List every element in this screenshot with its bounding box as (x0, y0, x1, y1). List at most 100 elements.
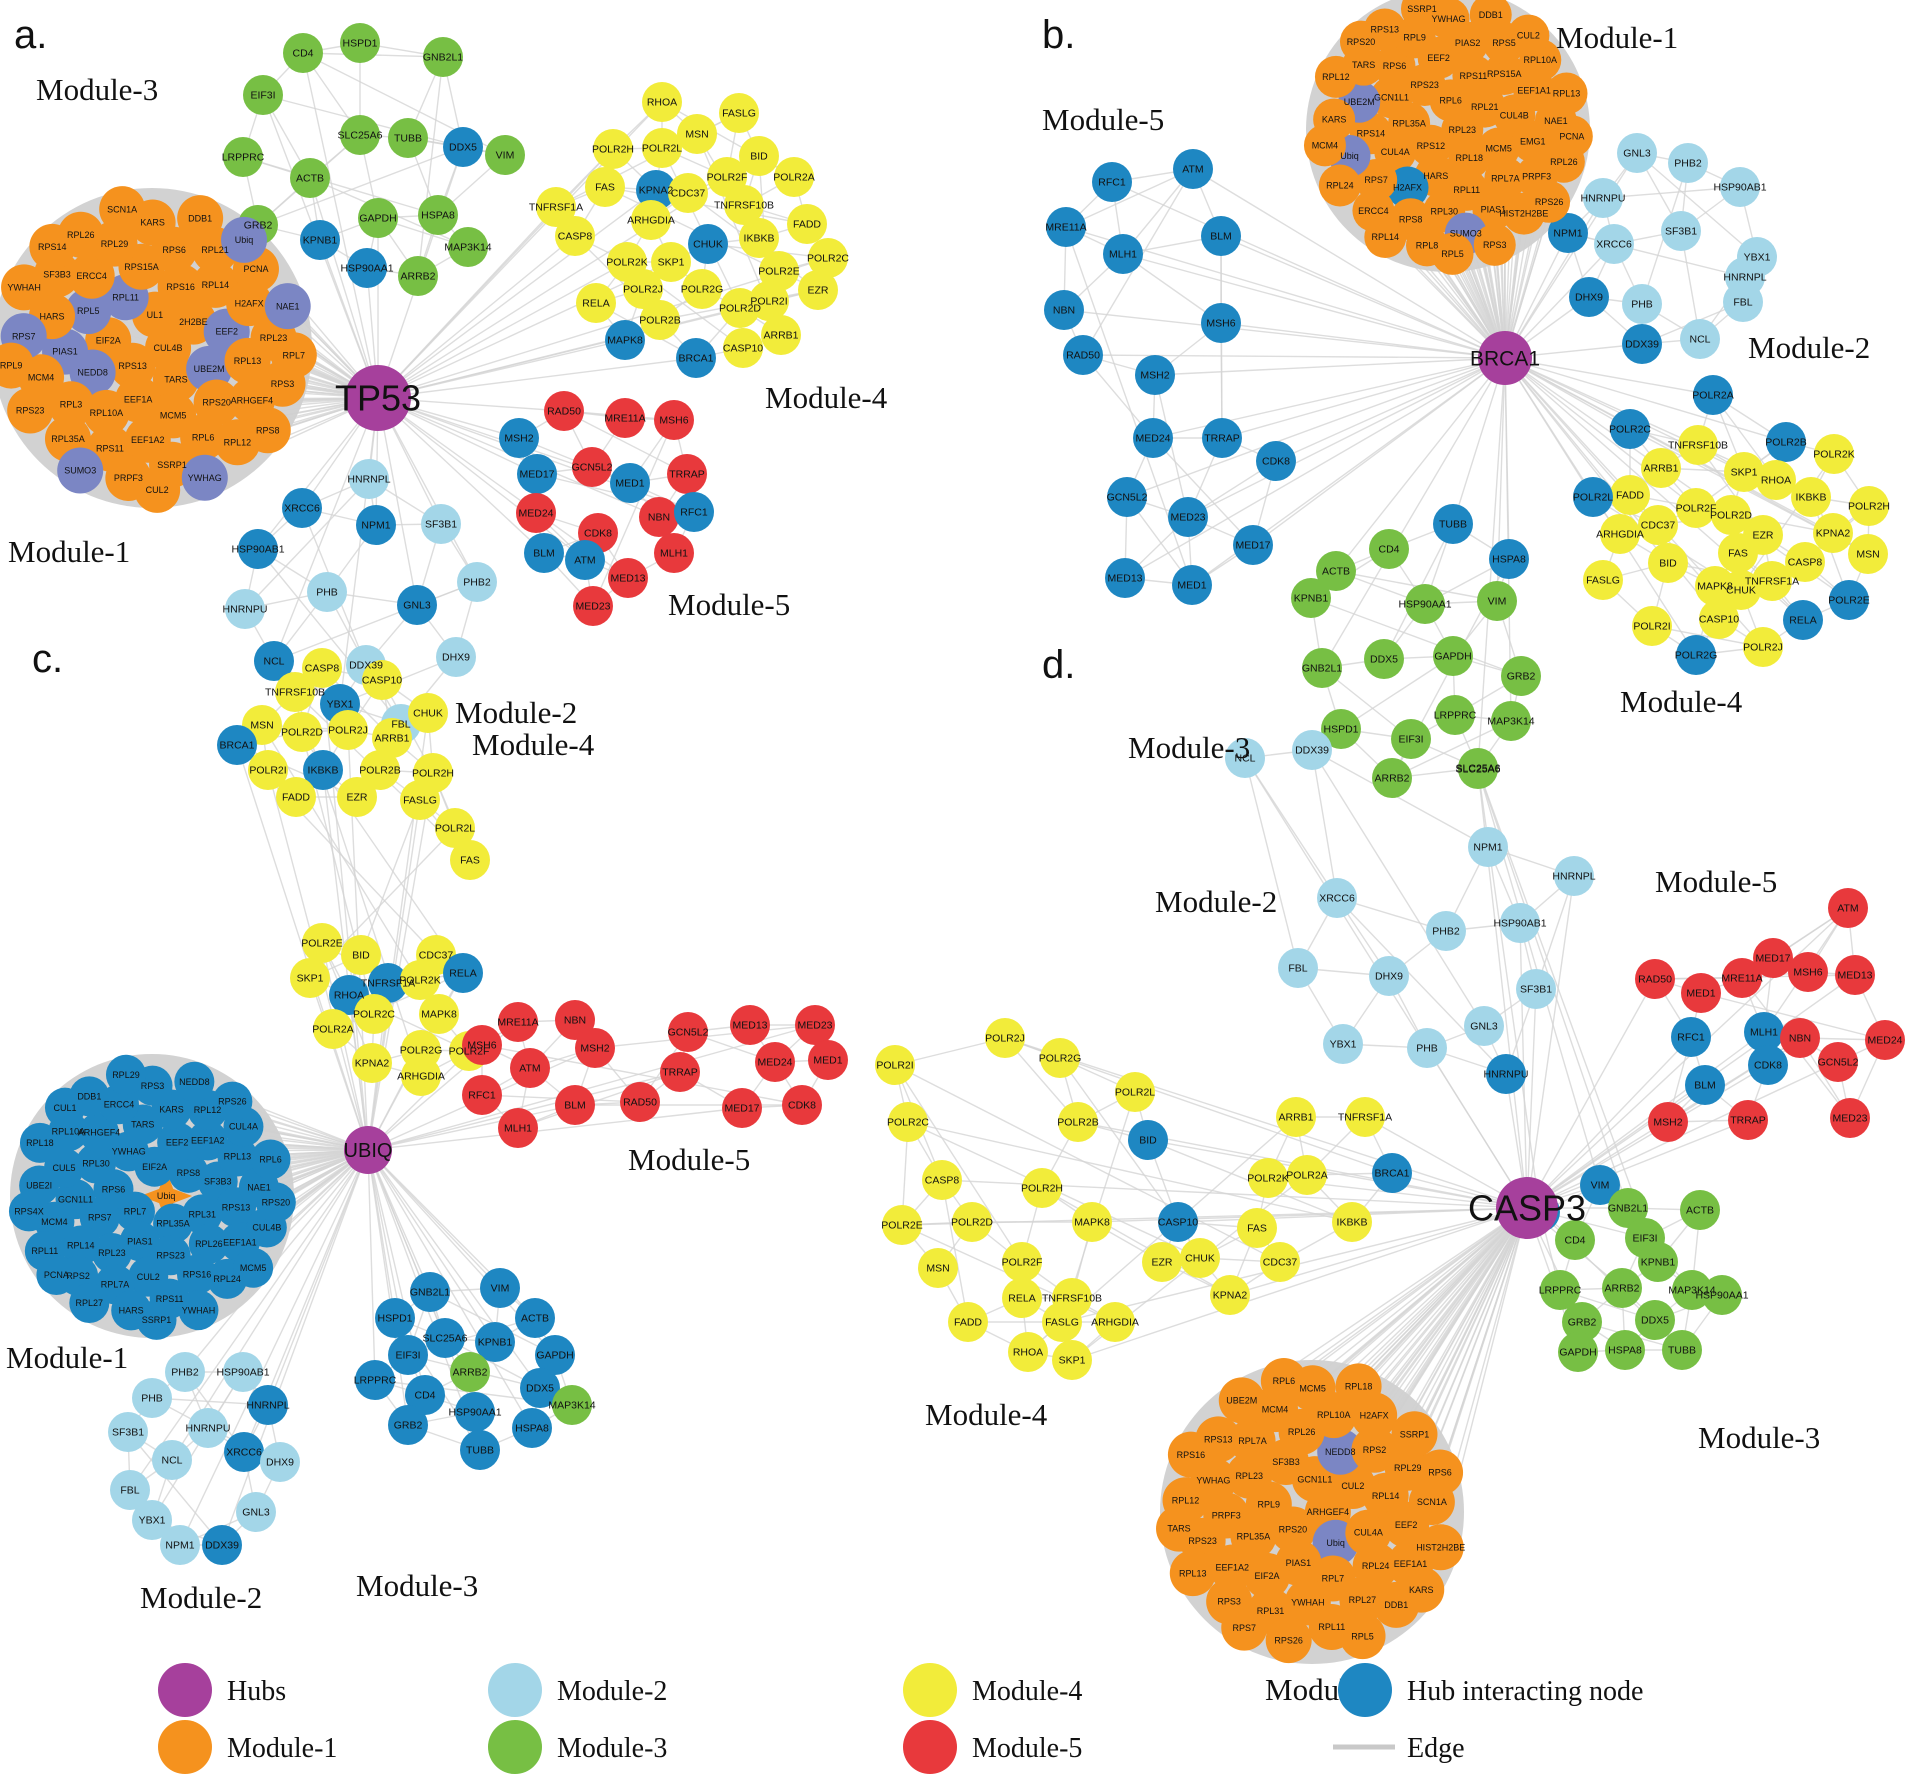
node-mre11a (498, 1002, 538, 1042)
node-label-gcn1l1: GCN1L1 (1374, 92, 1409, 102)
node-rps14 (29, 223, 76, 270)
node-label-rpl3: RPL3 (60, 399, 83, 409)
node-label-rpl5: RPL5 (1441, 249, 1464, 259)
node-gapdh (1433, 636, 1473, 676)
node-label-rpl11: RPL11 (1318, 1622, 1345, 1632)
node-label-rhoa: RHOA (1761, 475, 1791, 487)
node-label-slc25a6: SLC25A6 (1456, 764, 1501, 776)
legend-swatch-module-3 (488, 1720, 542, 1774)
node-ncl (254, 641, 294, 681)
node-cd4 (405, 1375, 445, 1415)
node-label-polr2b: POLR2B (639, 315, 680, 327)
node-h2afx (1386, 166, 1429, 209)
node-label-grb2: GRB2 (394, 1420, 423, 1432)
node-label-rpl23: RPL23 (98, 1248, 126, 1258)
node-nbn (639, 497, 679, 537)
node-label-ywhag: YWHAG (112, 1147, 146, 1157)
node-ikbkb (739, 218, 779, 258)
node-label-rpl5: RPL5 (1351, 1631, 1374, 1641)
node-label-eif2a: EIF2A (142, 1162, 167, 1172)
node-rela (576, 283, 616, 323)
node-hspd1 (375, 1298, 415, 1338)
node-label-sf3b1: SF3B1 (425, 519, 457, 531)
edge (1220, 235, 1506, 359)
node-label-brca1: BRCA1 (678, 353, 713, 365)
node-label-rpl26: RPL26 (1288, 1427, 1316, 1437)
node-label-gnl3: GNL3 (403, 600, 431, 612)
node-label-mre11a: MRE11A (1045, 222, 1086, 234)
edge (377, 397, 545, 554)
node-label-vim: VIM (1488, 596, 1507, 608)
node-label-rfc1: RFC1 (680, 507, 708, 519)
node-ncl (1225, 738, 1265, 778)
node-skp1 (651, 242, 691, 282)
node-label-trrap: TRRAP (1204, 433, 1240, 445)
node-polr2h (1849, 486, 1889, 526)
node-tnfrsf10b (1678, 425, 1718, 465)
node-arhgdia (631, 200, 671, 240)
node-rfc1 (1092, 162, 1132, 202)
node-xrcc6 (1317, 878, 1357, 918)
node-label-polr2c: POLR2C (807, 253, 849, 265)
node-ercc4 (68, 252, 115, 299)
node-label-rpl30: RPL30 (82, 1159, 110, 1169)
node-label-hars: HARS (1423, 171, 1448, 181)
node-ubiq (221, 216, 268, 263)
node-polr2i (875, 1045, 915, 1085)
node-rela (1002, 1278, 1042, 1318)
hub-label-brca1: BRCA1 (1470, 347, 1540, 370)
module-label-module-5: Module-5 (1655, 864, 1777, 899)
node-label-ncl: NCL (1689, 334, 1710, 346)
node-cdc37 (1260, 1242, 1300, 1282)
edge (244, 478, 370, 610)
node-label-fas: FAS (1728, 548, 1748, 560)
node-label-cul4b: CUL4B (1500, 111, 1529, 121)
node-polr2h (593, 129, 633, 169)
node-label-rpl29: RPL29 (1394, 1463, 1422, 1473)
node-cul1 (44, 1087, 85, 1128)
node-label-sf3b1: SF3B1 (1520, 984, 1552, 996)
node-label-rhoa: RHOA (1013, 1347, 1043, 1359)
node-sf3b1 (421, 504, 461, 544)
node-label-polr2a: POLR2A (312, 1024, 353, 1036)
node-tnfrsf10b (275, 672, 315, 712)
node-label-nedd8: NEDD8 (77, 368, 108, 378)
node-label-ercc4: ERCC4 (104, 1099, 135, 1109)
node-label-actb: ACTB (521, 1313, 549, 1325)
edge (1310, 597, 1522, 677)
node-rps16 (157, 263, 204, 310)
edge (367, 1149, 376, 1381)
node-label-rps6: RPS6 (162, 245, 186, 255)
node-label-polr2d: POLR2D (1710, 510, 1752, 522)
node-label-tubb: TUBB (466, 1445, 494, 1457)
node-atm (565, 540, 605, 580)
node-label-polr2d: POLR2D (951, 1217, 993, 1229)
node-label-rpl10a: RPL10A (1523, 55, 1557, 65)
node-label-ywhag: YWHAG (188, 473, 222, 483)
node-med24 (1865, 1020, 1905, 1060)
node-label-sf3b1: SF3B1 (112, 1427, 144, 1439)
node-label-rad50: RAD50 (547, 406, 581, 418)
module-label-module-1: Module-1 (8, 534, 130, 569)
node-label-rps23: RPS23 (1188, 1536, 1217, 1546)
node-rpl7 (270, 332, 317, 379)
edge (1426, 1047, 1528, 1209)
node-label-polr2c: POLR2C (1609, 424, 1651, 436)
node-label-polr2i: POLR2I (750, 296, 787, 308)
node-fas (585, 167, 625, 207)
legend-swatch-module-5 (903, 1720, 957, 1774)
node-rps11 (1452, 54, 1495, 97)
edge (273, 397, 379, 662)
node-rpl14 (1364, 215, 1407, 258)
node-label-rps5: RPS5 (1492, 38, 1516, 48)
node-label-rpl35a: RPL35A (51, 434, 85, 444)
node-ubiq-star-icon (140, 1170, 193, 1222)
node-rps20 (193, 379, 240, 426)
node-msh6 (1201, 303, 1241, 343)
node-rad50 (620, 1082, 660, 1122)
node-hspa8 (1489, 539, 1529, 579)
node-label-nae1: NAE1 (1544, 116, 1568, 126)
node-label-tubb: TUBB (394, 133, 422, 145)
node-rpl24 (1318, 164, 1361, 207)
node-label-rpl30: RPL30 (1430, 207, 1458, 217)
